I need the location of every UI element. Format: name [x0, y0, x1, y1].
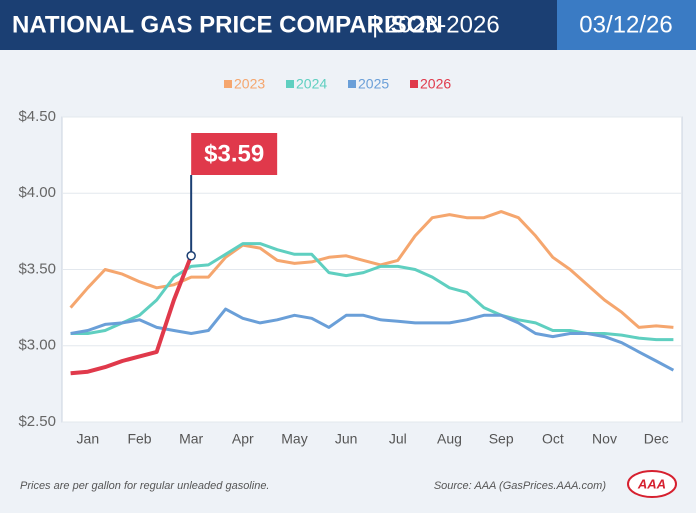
x-tick-label: Apr	[232, 431, 254, 447]
logo-text: AAA	[637, 476, 666, 491]
x-tick-label: Feb	[127, 431, 151, 447]
legend-swatch	[410, 80, 418, 88]
y-tick-label: $4.50	[18, 108, 56, 125]
series-line	[70, 255, 194, 376]
x-tick-label: Oct	[542, 431, 564, 447]
x-tick-label: Jun	[335, 431, 358, 447]
x-tick-label: Dec	[644, 431, 669, 447]
x-tick-label: Mar	[179, 431, 203, 447]
legend-label: 2026	[420, 76, 451, 92]
y-tick-label: $3.00	[18, 337, 56, 354]
legend-swatch	[286, 80, 294, 88]
x-tick-label: Sep	[489, 431, 514, 447]
legend-label: 2025	[358, 76, 389, 92]
callout-dot	[186, 251, 196, 261]
x-tick-label: Jul	[389, 431, 407, 447]
series-line	[70, 307, 675, 372]
subtitle: | 2023-2026	[372, 11, 500, 38]
date-box	[557, 0, 696, 50]
x-tick-label: Aug	[437, 431, 462, 447]
logo	[627, 470, 677, 498]
x-tick-label: Nov	[592, 431, 617, 447]
legend-swatch	[224, 80, 232, 88]
y-tick-label: $2.50	[18, 413, 56, 430]
y-tick-label: $3.50	[18, 260, 56, 277]
callout-box	[191, 133, 278, 175]
x-tick-label: Jan	[77, 431, 100, 447]
title: NATIONAL GAS PRICE COMPARISON	[12, 11, 443, 38]
series-line	[69, 210, 674, 329]
date: 03/12/26	[579, 11, 672, 38]
x-tick-label: May	[281, 431, 307, 447]
series-line	[70, 242, 674, 342]
legend-swatch	[348, 80, 356, 88]
legend-label: 2024	[296, 76, 327, 92]
source: Source: AAA (GasPrices.AAA.com)	[434, 480, 607, 492]
footnote: Prices are per gallon for regular unlead…	[20, 480, 270, 492]
legend-label: 2023	[234, 76, 265, 92]
y-tick-label: $4.00	[18, 184, 56, 201]
data-label: $3.59	[204, 140, 264, 167]
header-bar	[0, 0, 557, 50]
